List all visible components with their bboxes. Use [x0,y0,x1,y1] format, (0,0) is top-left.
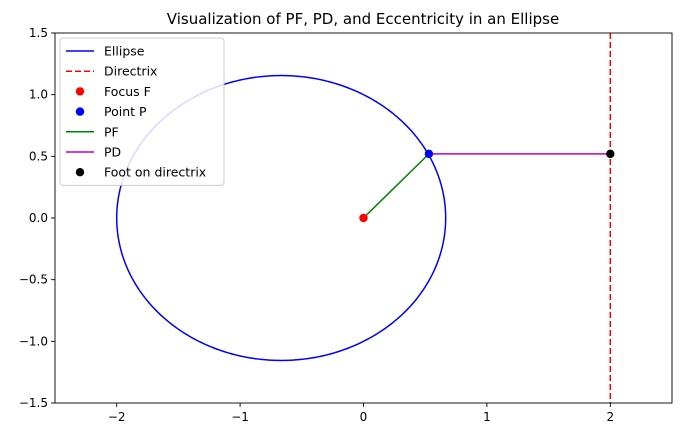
series-ellipse [115,74,447,362]
point-foot-on-directrix [606,149,615,159]
y-tick-label: 0.0 [29,211,48,225]
point-point-p [424,149,434,159]
y-tick-label: −0.5 [19,273,48,287]
x-tick-label: −2 [108,410,126,424]
chart-title: Visualization of PF, PD, and Eccentricit… [167,10,559,28]
x-tick-label: −1 [231,410,249,424]
x-tick-label: 1 [483,410,491,424]
legend-box [59,37,225,186]
point-focus-f [359,213,368,223]
legend: Ellipse Directrix Focus F Point P PF PD Foot o… [59,37,225,186]
y-tick-label: 1.0 [29,88,48,102]
legend-label-directrix: Directrix [104,64,157,79]
legend-label-ellipse: Ellipse [104,44,145,59]
legend-label-point-p: Point P [104,104,147,119]
legend-marker-foot-on-directrix [75,168,85,177]
legend-label-pd: PD [104,145,121,160]
y-tick-label: 0.5 [29,149,48,163]
legend-marker-focus-f [75,87,85,96]
plot-area [115,33,615,403]
x-tick-label: 2 [606,410,614,424]
legend-marker-point-p [75,107,85,116]
legend-label-foot-on-directrix: Foot on directrix [104,165,206,180]
y-tick-label: 1.5 [29,26,48,40]
x-tick-label: 0 [360,410,368,424]
legend-label-pf: PF [104,124,119,139]
series-pf [362,153,430,219]
axes: −2 −1 0 1 2 −1.5 −1.0 −0.5 0.0 0.5 1.0 1.5 [19,26,673,424]
legend-label-focus-f: Focus F [104,84,151,99]
y-tick-label: −1.5 [19,396,48,410]
plot-content [115,33,615,403]
y-tick-label: −1.0 [19,334,48,348]
